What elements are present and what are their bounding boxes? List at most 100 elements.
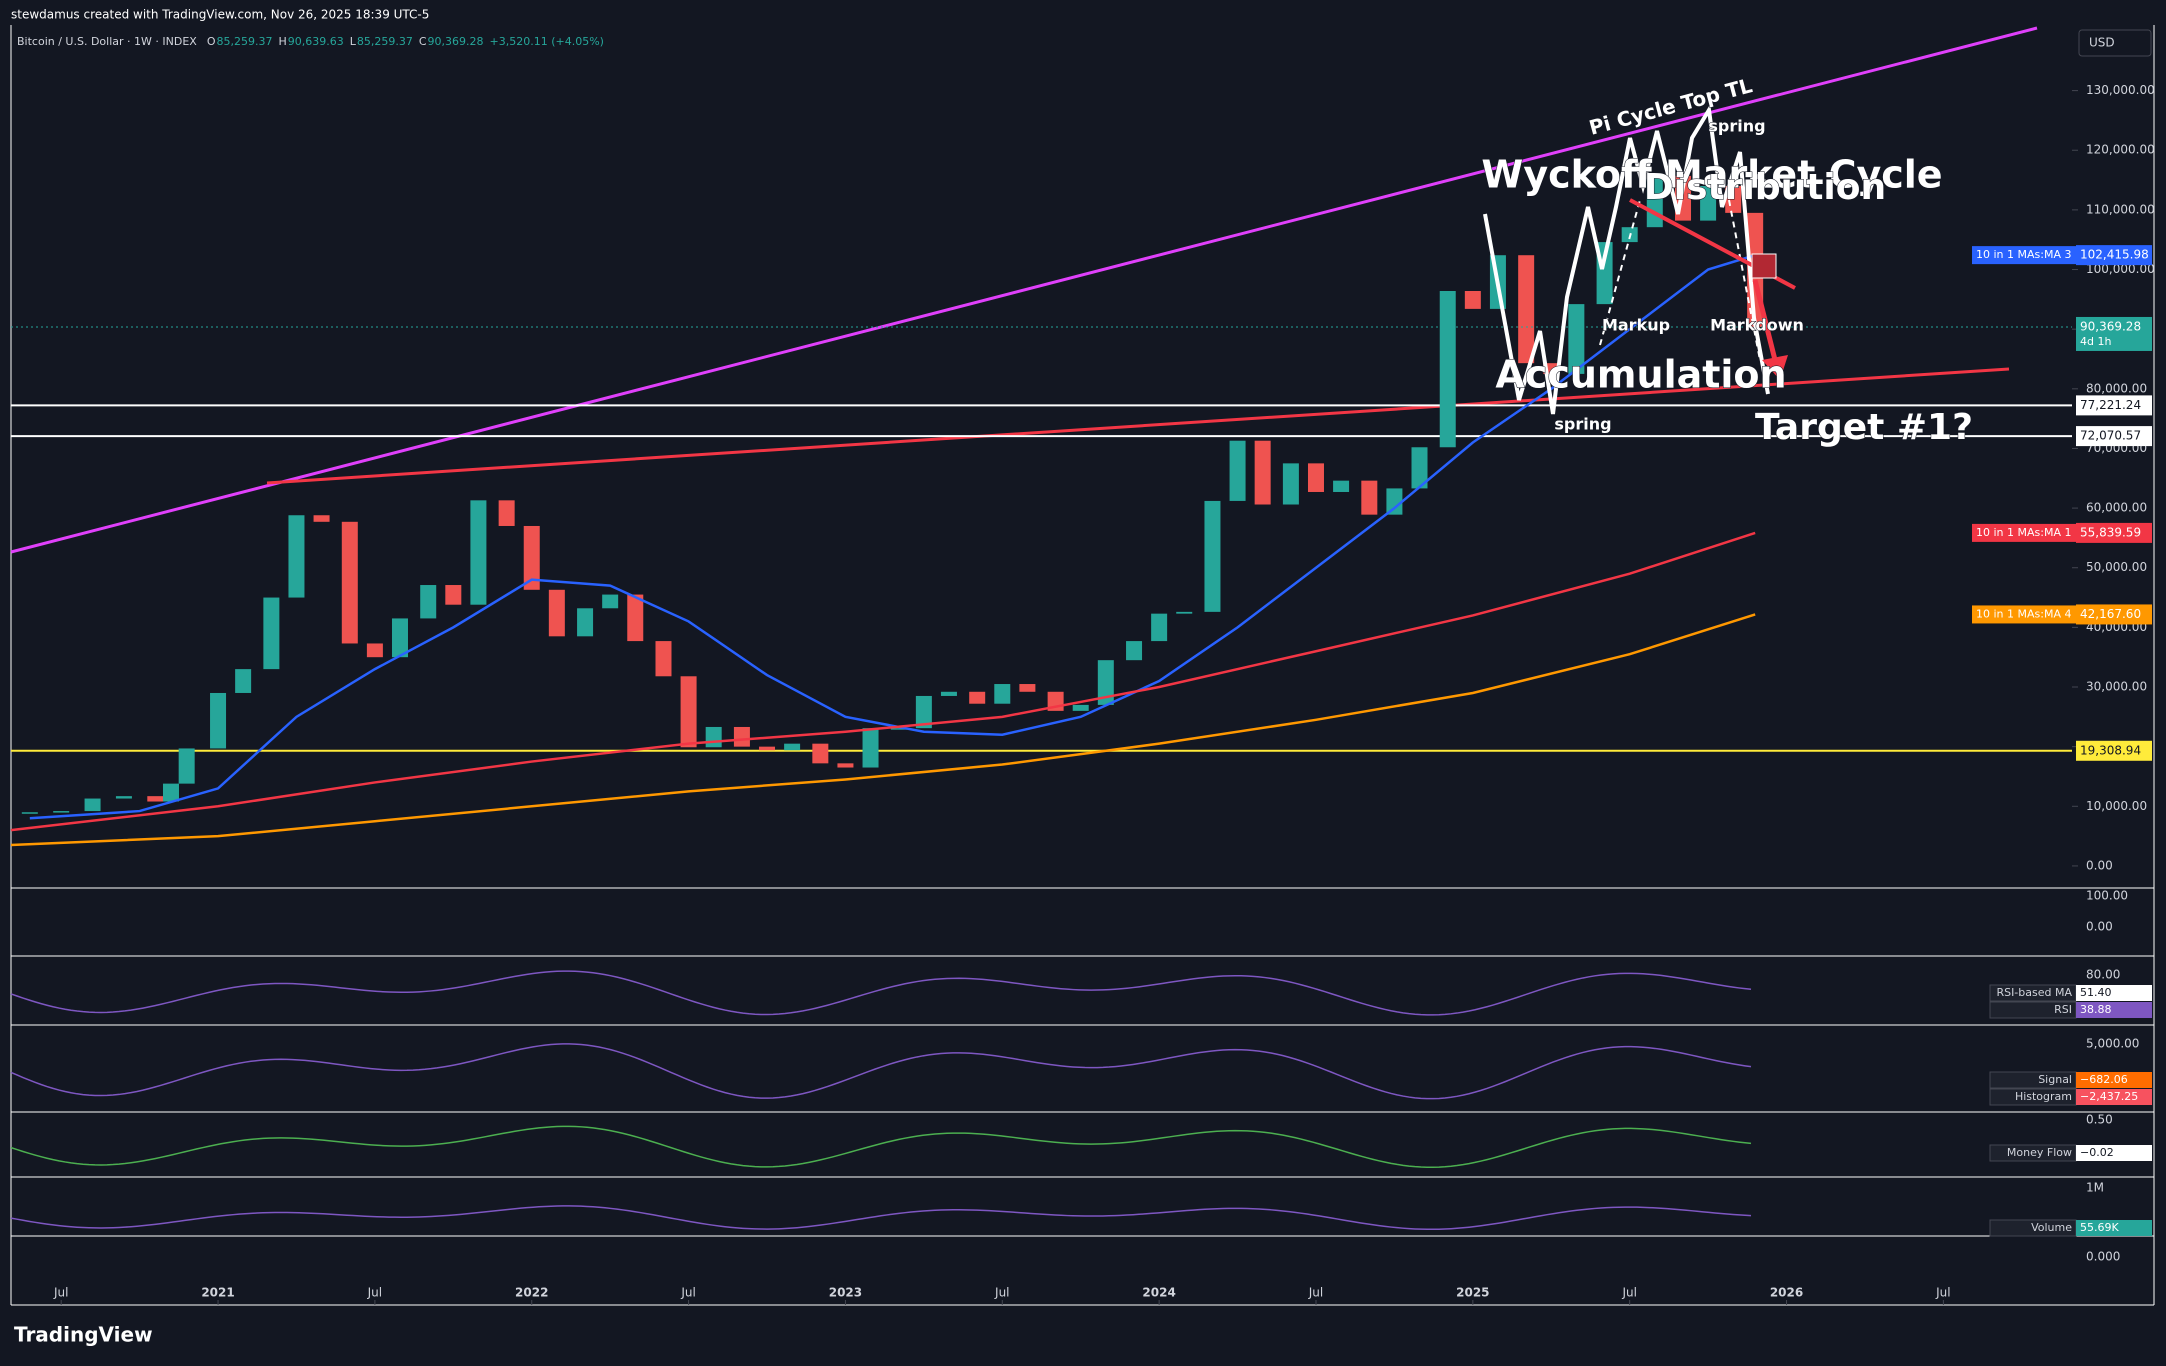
- ma-name-box: [1972, 523, 2076, 542]
- candle: [366, 643, 383, 658]
- pane-badge-value-box: [2076, 1145, 2152, 1161]
- candle: [235, 669, 252, 693]
- candle: [940, 691, 957, 696]
- candle: [1097, 660, 1114, 705]
- annotation: spring: [1554, 415, 1611, 434]
- candle: [523, 525, 540, 590]
- x-tick-label: Jul: [1308, 1286, 1323, 1300]
- candle: [1543, 363, 1560, 374]
- candle: [784, 743, 801, 751]
- ohlc-label: C: [419, 35, 427, 48]
- level-label: 19,308.94: [2080, 743, 2141, 757]
- y-tick-label: 30,000.00: [2086, 680, 2147, 694]
- candle: [1282, 463, 1299, 505]
- level-label: 72,070.57: [2080, 429, 2141, 443]
- pane-tick-label: 100.00: [2086, 889, 2128, 903]
- x-tick-label: Jul: [1935, 1286, 1950, 1300]
- annotation: Target #1?: [1755, 407, 1973, 448]
- pi-cycle-trendline: [10, 26, 2038, 554]
- pane-badge-value: −2,437.25: [2080, 1090, 2138, 1103]
- ma-name: 10 in 1 MAs:MA 3: [1976, 248, 2071, 261]
- candle: [1725, 186, 1742, 213]
- ma-badge-box: [2076, 245, 2152, 266]
- pane-tick-label: 0.00: [2086, 920, 2113, 934]
- candle: [680, 676, 697, 748]
- indicator-line: [10, 970, 1752, 1016]
- moving-average: [10, 613, 1756, 847]
- pane-badge-name: Histogram: [2015, 1090, 2072, 1103]
- y-tick-label: 100,000.00: [2086, 262, 2155, 276]
- candle: [577, 608, 594, 637]
- ma-badge-box: [2076, 604, 2152, 625]
- indicator-line: [10, 1043, 1752, 1100]
- ohlc-label: L: [350, 35, 357, 48]
- candle: [890, 728, 907, 730]
- level-badge: [2076, 740, 2152, 761]
- ohlc-value: 90,369.28: [428, 35, 484, 48]
- pane-badge-value: −0.02: [2080, 1146, 2114, 1159]
- pane-badge-value: −682.06: [2080, 1073, 2128, 1086]
- x-tick-label: 2025: [1456, 1286, 1489, 1300]
- pane-tick-label: 1M: [2086, 1181, 2104, 1195]
- candle: [655, 641, 672, 677]
- candle: [84, 798, 101, 812]
- candle: [1072, 704, 1089, 711]
- candle: [313, 515, 330, 522]
- candle: [548, 589, 565, 637]
- pane-tick-label: 0.000: [2086, 1250, 2120, 1264]
- indicator-line: [10, 1125, 1752, 1169]
- countdown: 4d 1h: [2080, 335, 2111, 348]
- currency[interactable]: USD: [2089, 36, 2115, 50]
- candle: [53, 811, 70, 813]
- candle: [147, 796, 164, 802]
- y-tick-label: 60,000.00: [2086, 501, 2147, 515]
- annotation: Accumulation: [1495, 353, 1786, 397]
- symbol: Bitcoin / U.S. Dollar · 1W · INDEX: [17, 35, 197, 48]
- ma-name-box: [1972, 605, 2076, 624]
- moving-average: [10, 531, 1756, 832]
- moving-average: [29, 253, 1756, 820]
- candle: [705, 726, 722, 748]
- y-tick-label: 50,000.00: [2086, 560, 2147, 574]
- ohlc-label: O: [207, 35, 216, 48]
- pane-badge-name: Volume: [2031, 1221, 2072, 1234]
- candle: [627, 594, 644, 642]
- candle: [994, 684, 1011, 704]
- candle: [862, 728, 879, 768]
- last-price-box: [2076, 316, 2152, 351]
- pane-badge-value: 51.40: [2080, 986, 2112, 999]
- y-tick-label: 120,000.00: [2086, 143, 2155, 157]
- y-tick-label: 80,000.00: [2086, 381, 2147, 395]
- markup-arrow: [1599, 199, 1641, 346]
- level-label: 77,221.24: [2080, 398, 2141, 412]
- level-badge: [2076, 395, 2152, 416]
- ohlc-value: 85,259.37: [216, 35, 272, 48]
- author-line: stewdamus created with TradingView.com, …: [11, 8, 429, 22]
- candle: [812, 743, 829, 764]
- y-tick-label: 110,000.00: [2086, 202, 2155, 216]
- candle: [1204, 500, 1221, 612]
- pane-tick-label: 0.50: [2086, 1113, 2113, 1127]
- x-tick-label: 2023: [829, 1286, 862, 1300]
- candle: [915, 695, 932, 729]
- candle: [162, 783, 179, 802]
- candle: [263, 597, 280, 670]
- footer-brand[interactable]: TradingView: [14, 1323, 153, 1347]
- candle: [759, 746, 776, 751]
- pane-badge-name: Money Flow: [2007, 1146, 2072, 1159]
- candle: [969, 691, 986, 704]
- candle: [602, 594, 619, 609]
- candle: [1307, 463, 1324, 492]
- candle: [733, 726, 750, 747]
- candle: [837, 763, 854, 768]
- ma-name: 10 in 1 MAs:MA 4: [1976, 607, 2071, 620]
- candle: [341, 521, 358, 644]
- candle: [470, 500, 487, 605]
- annotation: Markup: [1602, 316, 1670, 335]
- wyckoff-zigzag: [1483, 104, 1770, 415]
- y-tick-label: 0.00: [2086, 858, 2113, 872]
- ma-name-box: [1972, 246, 2076, 265]
- currency-box[interactable]: [2078, 29, 2152, 57]
